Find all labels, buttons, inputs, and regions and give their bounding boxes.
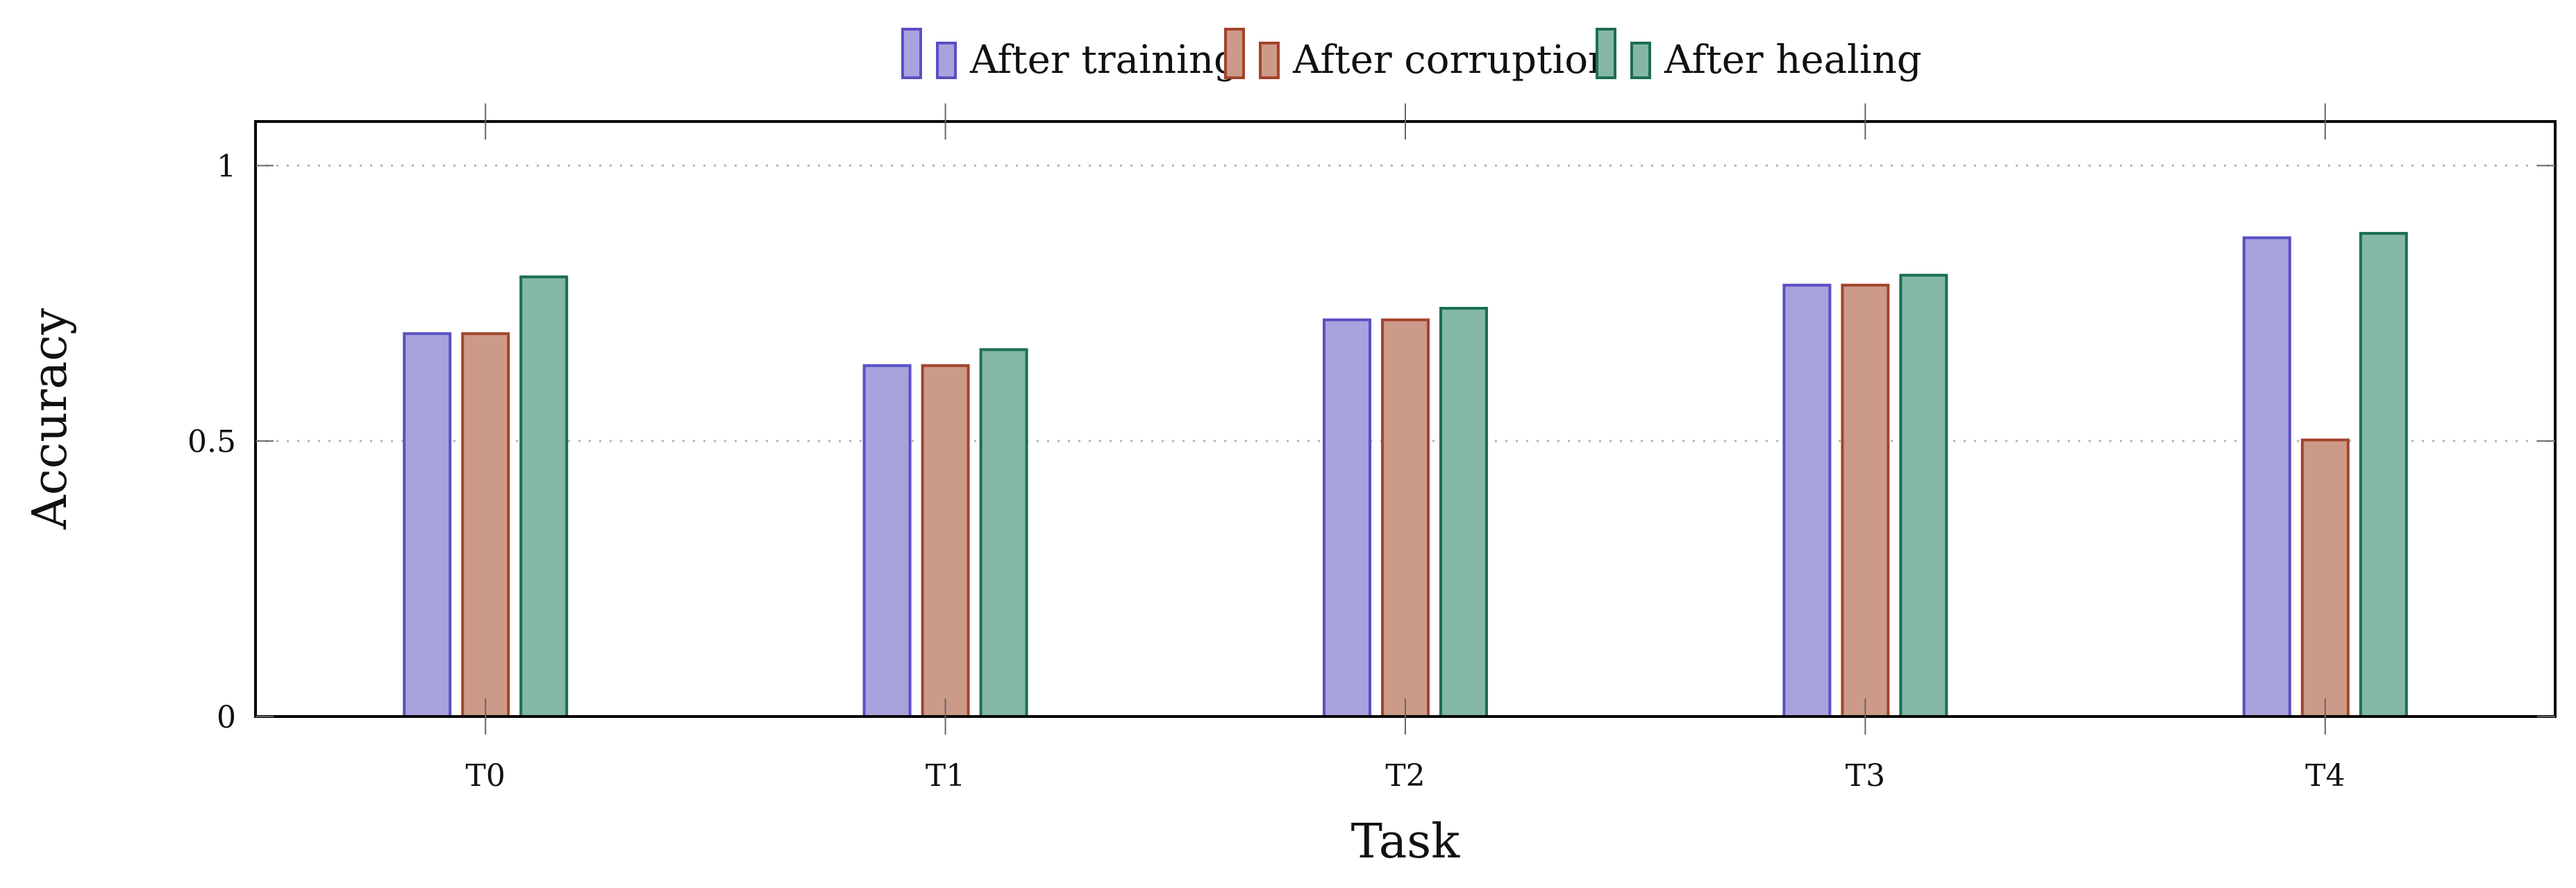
legend-swatch (1630, 42, 1651, 79)
legend-label: After healing (1664, 37, 1922, 83)
bars (403, 232, 2408, 718)
legend-entry-after-corruption: After corruption (1224, 28, 1613, 83)
y-tick-label: 0 (217, 700, 236, 735)
grid-lines (256, 164, 2555, 442)
legend: After training After corruption After heal… (901, 28, 1922, 83)
legend-entry-after-healing: After healing (1596, 28, 1922, 83)
x-tick-label: T1 (926, 758, 965, 794)
legend-label: After training (969, 37, 1239, 83)
bar-after-corruption-t4 (2300, 438, 2350, 718)
legend-swatch (901, 28, 922, 79)
bar-after-corruption-t1 (921, 364, 970, 718)
y-tick-label: 0.5 (187, 424, 236, 460)
y-tick-label: 1 (217, 149, 236, 184)
legend-swatch (936, 42, 957, 79)
bar-after-healing-t4 (2359, 232, 2408, 718)
legend-entry-after-training: After training (901, 28, 1239, 83)
legend-swatch (1259, 42, 1280, 79)
bar-after-corruption-t3 (1841, 283, 1890, 718)
bar-after-training-t1 (862, 364, 912, 718)
bar-after-training-t3 (1782, 283, 1832, 718)
y-axis-title: Accuracy (23, 308, 78, 530)
bar-after-training-t4 (2242, 236, 2291, 718)
bar-after-corruption-t2 (1381, 318, 1430, 718)
bar-after-corruption-t0 (461, 332, 510, 718)
x-tick-label: T2 (1385, 758, 1425, 794)
x-axis-title: Task (1351, 814, 1461, 869)
axis-ticks: 0 0.5 1 T0 T1 T2 T3 T4 (187, 103, 2555, 794)
bar-after-healing-t0 (519, 275, 569, 718)
legend-swatch (1224, 28, 1245, 79)
bar-after-healing-t1 (979, 348, 1028, 718)
bar-after-training-t0 (403, 332, 452, 718)
x-tick-label: T4 (2305, 758, 2345, 794)
bar-after-healing-t2 (1439, 307, 1488, 718)
bar-after-training-t2 (1323, 318, 1371, 718)
x-tick-label: T3 (1846, 758, 1885, 794)
x-tick-label: T0 (466, 758, 505, 794)
legend-swatch (1596, 28, 1616, 79)
legend-label: After corruption (1292, 37, 1613, 83)
bar-after-healing-t3 (1899, 274, 1948, 718)
